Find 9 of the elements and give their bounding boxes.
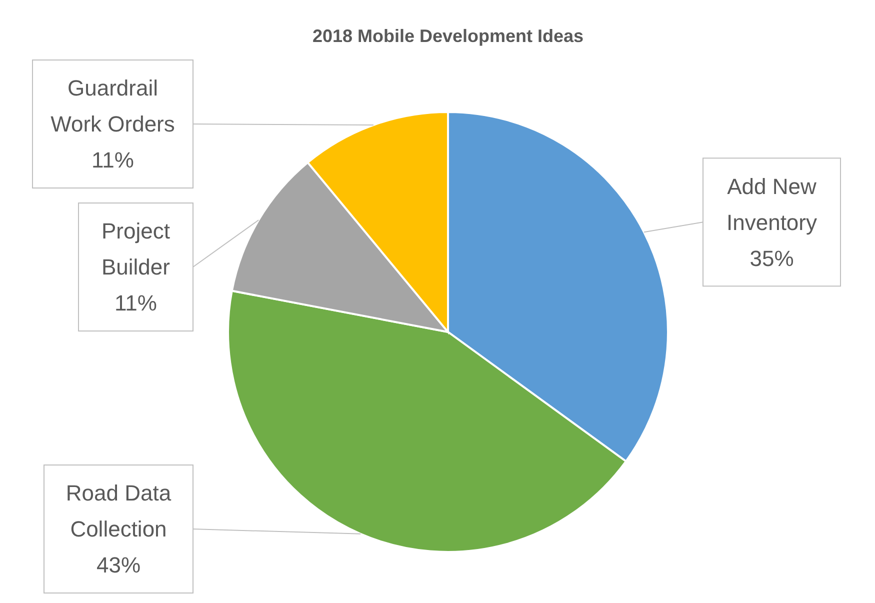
data-label: 11%: [114, 290, 157, 316]
data-label: 43%: [96, 552, 141, 578]
chart-title: 2018 Mobile Development Ideas: [312, 26, 584, 46]
slice-label: Project Builder: [102, 218, 170, 280]
slice-label: Road Data Collection: [66, 480, 172, 542]
data-label: 11%: [92, 148, 134, 173]
slice-label: Guardrail Work Orders: [50, 76, 175, 137]
data-label: 35%: [750, 246, 794, 271]
slice-label: Add New Inventory: [726, 174, 817, 235]
